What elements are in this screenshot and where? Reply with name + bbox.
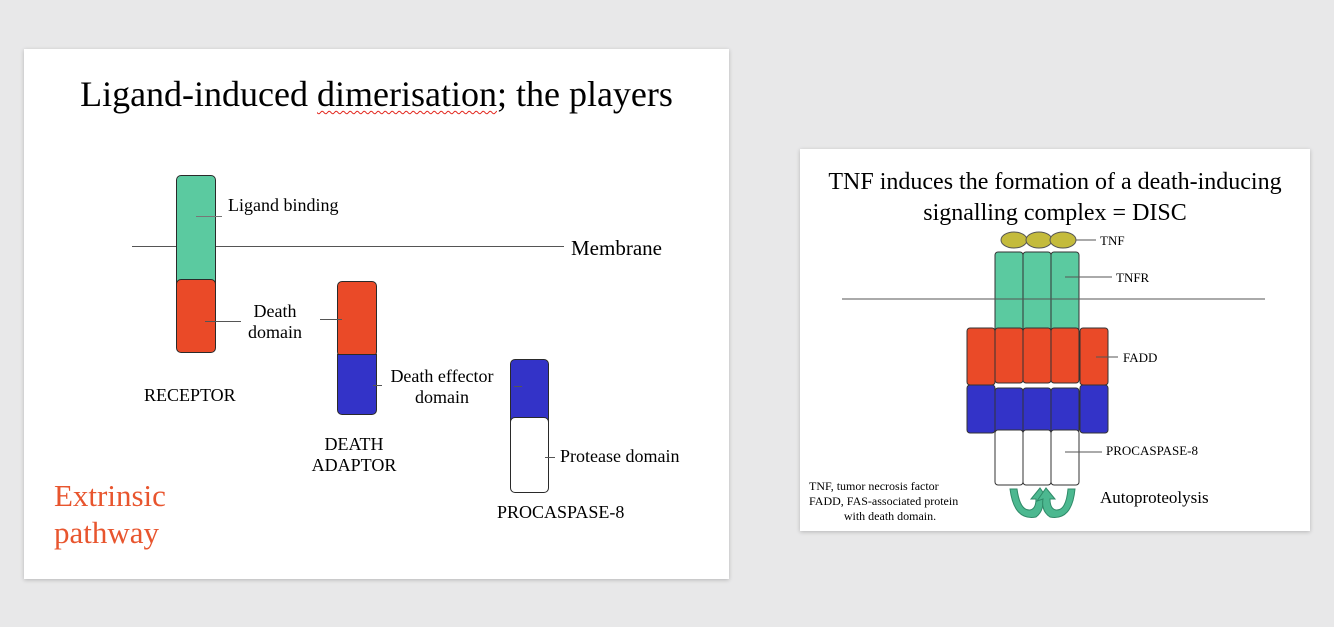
adaptor-death-effector-domain [337,354,377,415]
receptor-death-domain [176,279,216,353]
membrane-label: Membrane [571,236,662,260]
death-adaptor-label: DEATH ADAPTOR [311,434,397,475]
spellcheck-underlined-word: dimerisation [317,74,497,114]
fadd-death-effector-right [1079,384,1109,434]
tnf-ligand-1 [1000,231,1028,249]
ligand-binding-label: Ligand binding [228,195,339,215]
adaptor-death-domain-pointer [320,319,342,320]
death-domain-label: Death domain [248,301,302,342]
tnfr-label: TNFR [1116,270,1150,285]
slide-ligand-dimerisation[interactable]: Ligand-induced dimerisation; the players… [24,49,729,579]
receptor-ligand-binding-domain [176,175,216,287]
protease-domain-2 [1022,429,1052,486]
procaspase-protease-domain [510,417,549,493]
receptor-death-domain-2 [1022,327,1052,384]
tnf-ligand-3 [1049,231,1077,249]
tnf-ligand-2 [1025,231,1053,249]
protease-domain-label: Protease domain [560,446,680,466]
death-effector-label: Death effector domain [390,366,494,407]
tnfr-column-3 [1050,251,1080,333]
fadd-death-effector-left [966,384,996,434]
procaspase-death-effector-1 [994,387,1024,434]
abbreviation-legend: TNF, tumor necrosis factor FADD, FAS-ass… [809,479,959,523]
membrane-line [132,246,564,247]
slide-disc-formation[interactable]: TNF induces the formation of a death-ind… [800,149,1310,531]
death-effector-pointer [373,385,382,386]
tnf-label: TNF [1100,233,1125,248]
ligand-binding-pointer [196,216,222,217]
fadd-label: FADD [1123,350,1158,365]
autoproteolysis-arrow-left [1009,487,1051,518]
protease-domain-1 [994,429,1024,486]
slide-title: TNF induces the formation of a death-ind… [828,169,1282,226]
protease-domain-3 [1050,429,1080,486]
protease-domain-pointer [545,457,555,458]
procaspase-label: PROCASPASE-8 [1106,443,1199,458]
procaspase-label: PROCASPASE-8 [497,502,625,522]
tnfr-column-2 [1022,251,1052,333]
tnfr-column-1 [994,251,1024,333]
adaptor-death-domain [337,281,377,357]
receptor-label: RECEPTOR [144,385,236,405]
autoproteolysis-arrow-right [1035,487,1076,518]
extrinsic-pathway-label: Extrinsic pathway [54,478,166,550]
procaspase-pointer-top [514,386,522,387]
procaspase-death-effector-3 [1050,387,1080,434]
death-domain-pointer [205,321,241,322]
receptor-death-domain-3 [1050,327,1080,384]
procaspase-death-effector-domain [510,359,549,423]
receptor-death-domain-1 [994,327,1024,384]
slide-title: Ligand-induced dimerisation; the players [80,74,673,114]
procaspase-death-effector-2 [1022,387,1052,434]
autoproteolysis-label: Autoproteolysis [1100,488,1209,507]
disc-diagram [842,231,1265,518]
fadd-death-domain-left [966,327,996,386]
